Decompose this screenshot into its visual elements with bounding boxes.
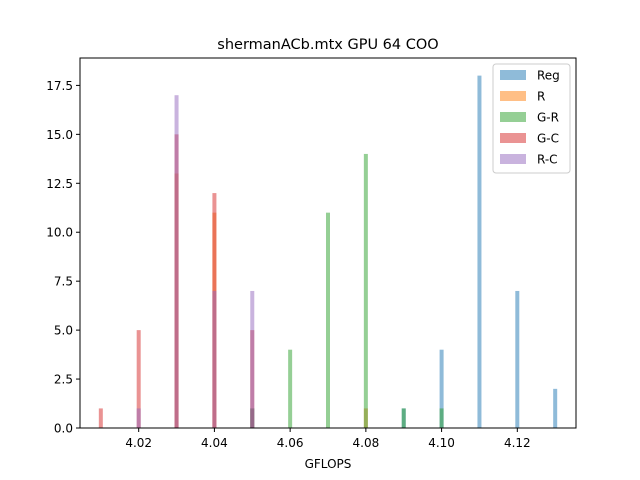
legend-label: G-C	[537, 132, 559, 146]
bar-reg-3	[477, 75, 482, 429]
x-axis-ticks: 4.02 4.04 4.06 4.08 4.10 4.12	[125, 428, 531, 450]
bar-g-r-5	[439, 408, 444, 428]
legend-label: R-C	[537, 153, 558, 167]
bar-reg-4	[515, 290, 520, 428]
legend-swatch	[500, 70, 526, 80]
x-tick-label: 4.08	[353, 436, 380, 450]
y-tick-label: 12.5	[46, 177, 73, 191]
y-axis-ticks: 0.0 2.5 5.0 7.5 10.0 12.5 15.0 17.5	[46, 79, 80, 436]
bar-g-c-1	[136, 330, 141, 428]
bar-r-c-2	[212, 290, 217, 428]
x-tick-label: 4.02	[125, 436, 152, 450]
x-tick-label: 4.04	[201, 436, 228, 450]
legend-label: Reg	[537, 69, 560, 83]
legend-swatch	[500, 112, 526, 122]
y-tick-label: 0.0	[54, 422, 73, 436]
bar-r-c-0	[136, 408, 141, 428]
bar-r-c-1	[174, 95, 179, 428]
legend-swatch	[500, 154, 526, 164]
y-tick-label: 17.5	[46, 79, 73, 93]
bar-g-r-1	[288, 349, 293, 428]
legend-label: G-R	[537, 111, 559, 125]
x-axis-label: GFLOPS	[305, 457, 352, 471]
bar-r-c-3	[250, 290, 255, 428]
legend-swatch	[500, 133, 526, 143]
bar-g-r-4	[401, 408, 406, 428]
y-tick-label: 10.0	[46, 226, 73, 240]
y-tick-label: 7.5	[54, 275, 73, 289]
y-tick-label: 15.0	[46, 128, 73, 142]
bar-g-r-3	[363, 153, 368, 428]
y-tick-label: 2.5	[54, 373, 73, 387]
x-tick-label: 4.06	[277, 436, 304, 450]
legend-label: R	[537, 90, 545, 104]
legend: Reg R G-R G-C R-C	[492, 63, 571, 174]
legend-swatch	[500, 91, 526, 101]
bar-g-c-0	[98, 408, 103, 428]
plot-frame	[79, 57, 577, 429]
bar-reg-2	[439, 349, 444, 428]
chart-title: shermanACb.mtx GPU 64 COO	[217, 37, 438, 53]
x-tick-label: 4.12	[504, 436, 531, 450]
bar-g-r-2	[326, 212, 330, 428]
y-tick-label: 5.0	[54, 324, 73, 338]
x-tick-label: 4.10	[428, 436, 455, 450]
bar-reg-5	[553, 388, 558, 428]
bar-layer	[98, 75, 558, 429]
